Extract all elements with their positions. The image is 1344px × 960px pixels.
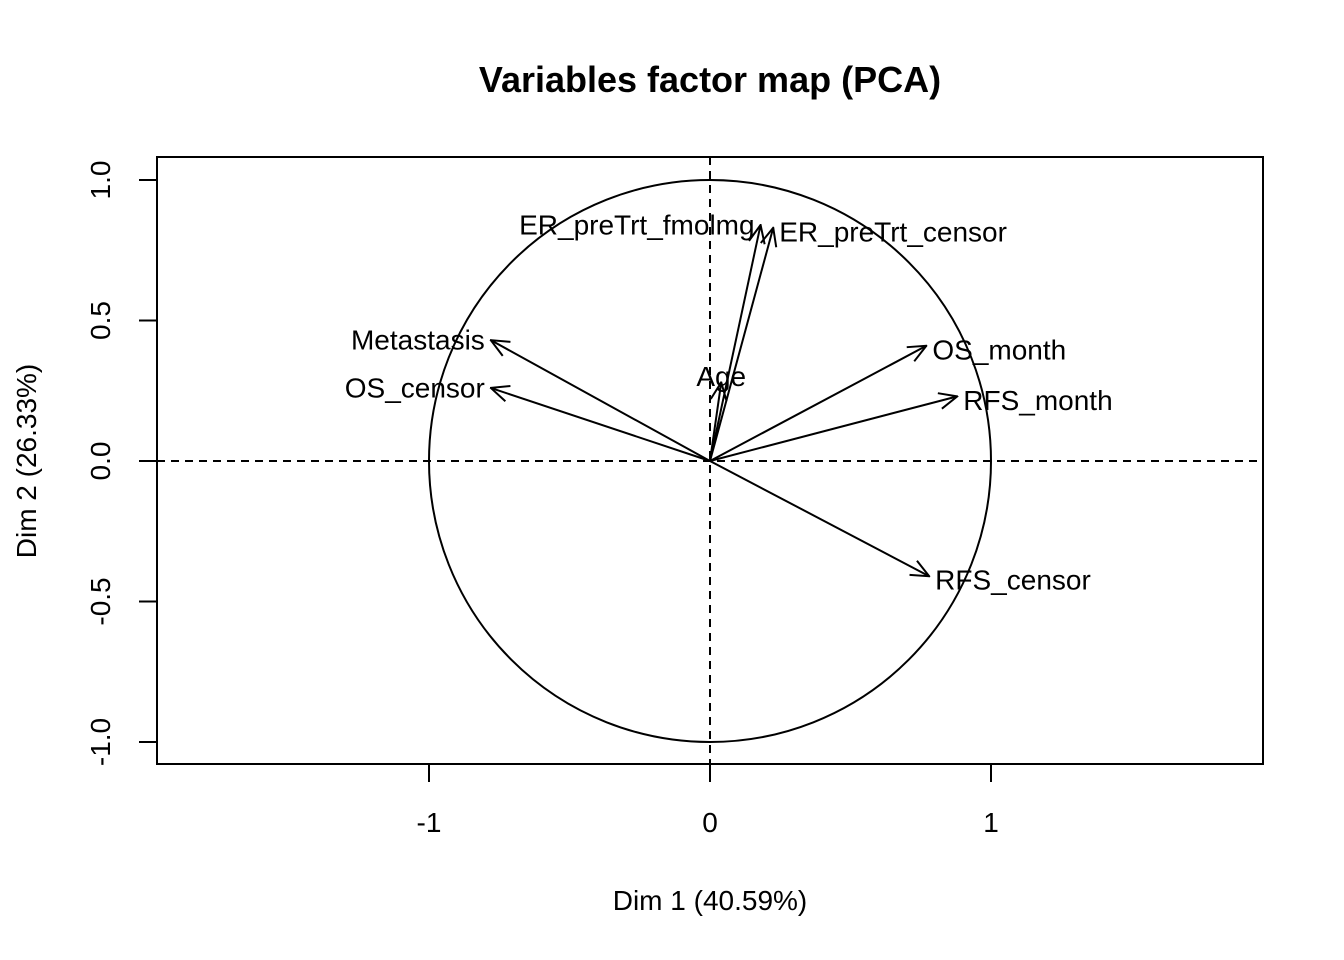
y-tick-label: -0.5 <box>85 577 116 625</box>
plot-area: -1 0 1 -1.0 -0.5 0.0 0.5 1.0 ER_preTrt_fmolmg ER_… <box>85 156 1264 838</box>
x-axis-title: Dim 1 (40.59%) <box>613 885 808 916</box>
variable-label: ER_preTrt_fmolmg <box>519 209 754 240</box>
variable-arrow <box>491 340 711 462</box>
variable-label: RFS_month <box>963 385 1112 416</box>
y-axis-title: Dim 2 (26.33%) <box>11 364 42 559</box>
variable-arrow <box>709 228 773 462</box>
x-tick-label: -1 <box>417 807 442 838</box>
variable-arrow <box>709 346 926 462</box>
variable-arrow <box>709 460 929 576</box>
chart-title: Variables factor map (PCA) <box>479 59 941 100</box>
variable-label: RFS_censor <box>935 565 1091 596</box>
correlation-circle <box>428 179 992 743</box>
variable-arrow <box>709 382 721 462</box>
y-tick-label: 0.0 <box>85 442 116 481</box>
y-tick-label: 1.0 <box>85 161 116 200</box>
variable-label: Age <box>696 361 746 392</box>
variable-arrow <box>709 396 957 462</box>
variable-label: OS_month <box>932 334 1066 365</box>
variable-arrow <box>491 388 711 462</box>
x-tick-label: 0 <box>702 807 718 838</box>
variable-label: ER_preTrt_censor <box>779 216 1007 247</box>
variable-label: Metastasis <box>351 325 485 356</box>
y-tick-label: 0.5 <box>85 301 116 340</box>
x-tick-label: 1 <box>983 807 999 838</box>
variable-arrow <box>709 225 761 462</box>
variable-label: OS_censor <box>345 372 485 403</box>
y-tick-label: -1.0 <box>85 718 116 766</box>
